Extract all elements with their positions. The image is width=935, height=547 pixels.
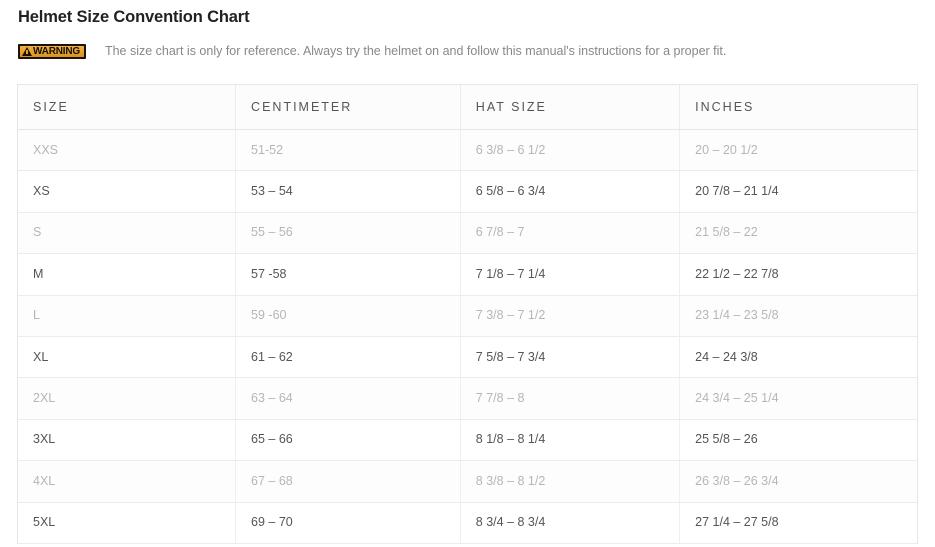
table-row: S 55 – 56 6 7/8 – 7 21 5/8 – 22 (18, 212, 917, 255)
cell-centimeter: 69 – 70 (235, 502, 461, 544)
cell-size: L (18, 295, 237, 337)
size-table-container: SIZE CENTIMETER HAT SIZE INCHES XXS 51-52… (17, 84, 918, 544)
cell-centimeter: 57 -58 (235, 253, 461, 296)
size-table-body: XXS 51-52 6 3/8 – 6 1/2 20 – 20 1/2 XS 53 – 5… (18, 129, 917, 544)
cell-centimeter: 51-52 (235, 129, 461, 172)
table-row: 2XL 63 – 64 7 7/8 – 8 24 3/4 – 25 1/4 (18, 377, 917, 420)
cell-hat-size: 7 5/8 – 7 3/4 (460, 336, 681, 379)
cell-size: 4XL (18, 460, 237, 503)
size-table: SIZE CENTIMETER HAT SIZE INCHES XXS 51-52… (18, 85, 917, 544)
size-table-head: SIZE CENTIMETER HAT SIZE INCHES (18, 85, 917, 130)
column-header-inches: INCHES (679, 85, 917, 130)
cell-hat-size: 6 3/8 – 6 1/2 (460, 129, 681, 172)
cell-hat-size: 8 3/8 – 8 1/2 (460, 460, 681, 503)
cell-inches: 22 1/2 – 22 7/8 (679, 253, 917, 296)
cell-size: XXS (18, 129, 237, 172)
cell-hat-size: 6 7/8 – 7 (460, 212, 681, 255)
table-row: XL 61 – 62 7 5/8 – 7 3/4 24 – 24 3/8 (18, 336, 917, 379)
table-row: L 59 -60 7 3/8 – 7 1/2 23 1/4 – 23 5/8 (18, 295, 917, 337)
cell-centimeter: 55 – 56 (235, 212, 461, 255)
cell-hat-size: 6 5/8 – 6 3/4 (460, 170, 681, 213)
cell-size: XL (18, 336, 237, 379)
cell-hat-size: 7 1/8 – 7 1/4 (460, 253, 681, 296)
table-row: 4XL 67 – 68 8 3/8 – 8 1/2 26 3/8 – 26 3/4 (18, 460, 917, 503)
cell-inches: 23 1/4 – 23 5/8 (679, 295, 917, 337)
table-row: 5XL 69 – 70 8 3/4 – 8 3/4 27 1/4 – 27 5/8 (18, 502, 917, 544)
cell-centimeter: 53 – 54 (235, 170, 461, 213)
cell-inches: 27 1/4 – 27 5/8 (679, 502, 917, 544)
cell-hat-size: 8 3/4 – 8 3/4 (460, 502, 681, 544)
warning-badge-label: WARNING (33, 45, 80, 57)
cell-size: XS (18, 170, 237, 213)
cell-hat-size: 7 7/8 – 8 (460, 377, 681, 420)
table-row: XS 53 – 54 6 5/8 – 6 3/4 20 7/8 – 21 1/4 (18, 170, 917, 213)
table-row: M 57 -58 7 1/8 – 7 1/4 22 1/2 – 22 7/8 (18, 253, 917, 296)
cell-centimeter: 63 – 64 (235, 377, 461, 420)
column-header-size: SIZE (18, 85, 237, 130)
cell-centimeter: 59 -60 (235, 295, 461, 337)
cell-inches: 26 3/8 – 26 3/4 (679, 460, 917, 503)
cell-inches: 25 5/8 – 26 (679, 419, 917, 462)
page-title: Helmet Size Convention Chart (18, 8, 250, 26)
table-row: 3XL 65 – 66 8 1/8 – 8 1/4 25 5/8 – 26 (18, 419, 917, 462)
cell-size: M (18, 253, 237, 296)
cell-size: 5XL (18, 502, 237, 544)
column-header-centimeter: CENTIMETER (235, 85, 461, 130)
reference-notice-text: The size chart is only for reference. Al… (104, 44, 727, 58)
cell-inches: 21 5/8 – 22 (679, 212, 917, 255)
table-header-row: SIZE CENTIMETER HAT SIZE INCHES (18, 85, 917, 130)
cell-inches: 20 – 20 1/2 (679, 129, 917, 172)
warning-triangle-icon (22, 46, 32, 56)
cell-inches: 24 3/4 – 25 1/4 (679, 377, 917, 420)
cell-size: S (18, 212, 237, 255)
column-header-hat-size: HAT SIZE (460, 85, 681, 130)
cell-centimeter: 61 – 62 (235, 336, 461, 379)
cell-inches: 24 – 24 3/8 (679, 336, 917, 379)
cell-hat-size: 7 3/8 – 7 1/2 (460, 295, 681, 337)
table-row: XXS 51-52 6 3/8 – 6 1/2 20 – 20 1/2 (18, 129, 917, 172)
cell-inches: 20 7/8 – 21 1/4 (679, 170, 917, 213)
cell-hat-size: 8 1/8 – 8 1/4 (460, 419, 681, 462)
cell-centimeter: 65 – 66 (235, 419, 461, 462)
reference-notice: WARNING The size chart is only for refer… (12, 28, 923, 62)
cell-centimeter: 67 – 68 (235, 460, 461, 503)
cell-size: 3XL (18, 419, 237, 462)
warning-badge: WARNING (18, 43, 86, 59)
cell-size: 2XL (18, 377, 237, 420)
